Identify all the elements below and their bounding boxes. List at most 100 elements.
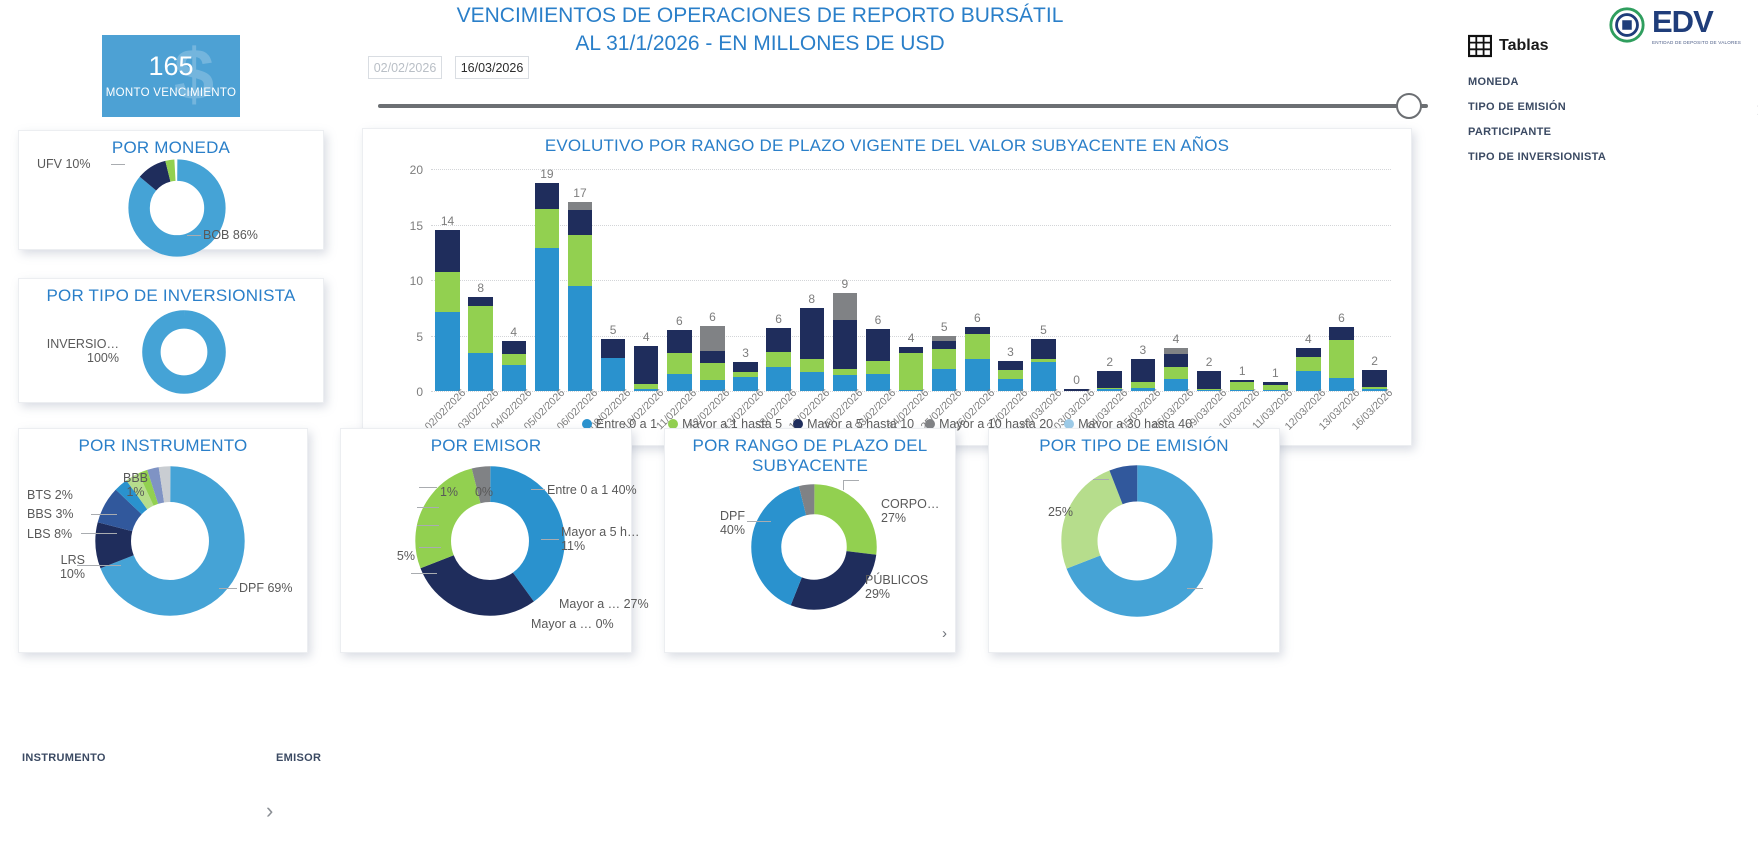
bar-segment[interactable] xyxy=(998,361,1023,370)
moneda-more-icon[interactable]: › xyxy=(1757,96,1758,122)
bar-column[interactable]: 9 20/02/2026 xyxy=(820,169,866,432)
bar-segment[interactable] xyxy=(799,307,824,359)
bar-segment[interactable] xyxy=(567,210,593,235)
bar-column[interactable]: 17 06/02/2026 xyxy=(555,169,601,432)
bar-segment[interactable] xyxy=(600,357,626,391)
bar-segment[interactable] xyxy=(1296,371,1321,391)
bar-segment[interactable] xyxy=(534,208,560,248)
bar-segment[interactable] xyxy=(633,345,659,385)
donut-instrumento-svg[interactable] xyxy=(95,466,245,616)
date-range-slider-knob[interactable] xyxy=(1396,93,1422,119)
bar-segment[interactable] xyxy=(965,326,990,335)
bar-segment[interactable] xyxy=(1263,389,1288,391)
bar-segment[interactable] xyxy=(1163,366,1189,379)
bar-segment[interactable] xyxy=(1329,377,1354,391)
bar-segment[interactable] xyxy=(1329,339,1354,378)
bar-segment[interactable] xyxy=(1229,389,1255,391)
bar-segment[interactable] xyxy=(1163,378,1189,391)
bar-segment[interactable] xyxy=(1196,388,1222,390)
bar-segment[interactable] xyxy=(700,351,725,364)
bar-column[interactable]: 4 24/02/2026 xyxy=(886,169,932,433)
bar-column[interactable]: 2 04/03/2026 xyxy=(1084,169,1130,433)
bar-segment[interactable] xyxy=(865,374,891,391)
bar-column[interactable]: 4 04/02/2026 xyxy=(488,169,534,433)
rango-legend-next-icon[interactable]: › xyxy=(942,625,947,642)
bar-column[interactable]: 4 06/03/2026 xyxy=(1151,169,1197,433)
donut-inversionista-svg[interactable] xyxy=(141,309,227,395)
bar-segment[interactable] xyxy=(534,247,560,391)
bar-segment[interactable] xyxy=(1229,382,1255,390)
bar-column[interactable]: 2 09/03/2026 xyxy=(1184,169,1230,433)
bar-segment[interactable] xyxy=(501,354,527,366)
bar-segment[interactable] xyxy=(766,327,791,353)
bar-segment[interactable] xyxy=(1163,354,1189,367)
bar-column[interactable]: 6 26/02/2026 xyxy=(952,169,998,433)
bar-segment[interactable] xyxy=(1064,388,1089,391)
bar-segment[interactable] xyxy=(1362,388,1387,391)
bar-segment[interactable] xyxy=(633,388,659,391)
bar-column[interactable]: 5 02/03/2026 xyxy=(1018,169,1064,433)
bar-segment[interactable] xyxy=(1362,369,1387,387)
bar-segment[interactable] xyxy=(733,376,758,391)
bar-segment[interactable] xyxy=(435,272,460,313)
bar-column[interactable]: 6 18/02/2026 xyxy=(753,169,799,433)
bar-column[interactable]: 3 05/03/2026 xyxy=(1117,169,1163,433)
donut-slice[interactable] xyxy=(415,466,565,616)
bar-segment[interactable] xyxy=(468,353,493,391)
bar-column[interactable]: 19 05/02/2026 xyxy=(522,167,568,432)
bar-segment[interactable] xyxy=(700,363,725,380)
donut-slice[interactable] xyxy=(415,466,565,616)
bar-segment[interactable] xyxy=(1296,347,1321,357)
bar-segment[interactable] xyxy=(832,319,858,369)
bar-segment[interactable] xyxy=(865,361,891,375)
bar-segment[interactable] xyxy=(898,353,924,390)
bar-segment[interactable] xyxy=(1097,388,1122,391)
bar-segment[interactable] xyxy=(1196,389,1222,391)
bar-segment[interactable] xyxy=(898,389,924,391)
bar-column[interactable]: 5 25/02/2026 xyxy=(919,169,965,433)
bar-segment[interactable] xyxy=(501,341,527,355)
bar-segment[interactable] xyxy=(766,366,791,391)
bar-column[interactable]: 3 27/02/2026 xyxy=(985,169,1031,433)
bar-segment[interactable] xyxy=(1329,326,1354,340)
bar-column[interactable]: 1 11/03/2026 xyxy=(1250,169,1295,432)
bar-segment[interactable] xyxy=(567,285,593,391)
bar-segment[interactable] xyxy=(832,368,858,376)
instrumento-more-icon[interactable]: › xyxy=(266,798,274,823)
bar-segment[interactable] xyxy=(1031,358,1056,363)
bar-segment[interactable] xyxy=(435,312,460,391)
bar-column[interactable]: 1 10/03/2026 xyxy=(1217,169,1263,433)
bar-column[interactable]: 6 11/02/2026 xyxy=(654,169,699,432)
date-from-chip[interactable]: 02/02/2026 xyxy=(368,56,442,79)
donut-moneda-svg[interactable] xyxy=(127,158,227,258)
bar-segment[interactable] xyxy=(1130,382,1156,388)
bar-segment[interactable] xyxy=(501,365,527,391)
bar-segment[interactable] xyxy=(832,293,858,320)
bar-segment[interactable] xyxy=(667,329,692,354)
bar-segment[interactable] xyxy=(667,353,692,375)
bar-column[interactable]: 6 23/02/2026 xyxy=(853,169,899,433)
donut-slice[interactable] xyxy=(415,466,565,616)
bar-segment[interactable] xyxy=(733,362,758,373)
bar-column[interactable]: 14 02/02/2026 xyxy=(422,169,468,433)
bar-column[interactable]: 6 12/02/2026 xyxy=(687,169,733,433)
legend-item[interactable]: Entre 0 a 1 xyxy=(581,417,657,431)
bar-segment[interactable] xyxy=(799,358,824,373)
bar-segment[interactable] xyxy=(1031,338,1056,359)
bar-column[interactable]: 4 12/03/2026 xyxy=(1283,169,1329,433)
bar-segment[interactable] xyxy=(435,230,460,273)
bar-segment[interactable] xyxy=(832,375,858,391)
bar-segment[interactable] xyxy=(965,358,990,391)
bar-segment[interactable] xyxy=(1097,387,1122,389)
donut-tipo-emision-svg[interactable] xyxy=(1061,465,1213,617)
bar-segment[interactable] xyxy=(468,305,493,354)
legend-item[interactable]: Mayor a 10 hasta 20 xyxy=(925,417,1053,431)
bar-segment[interactable] xyxy=(1362,386,1387,389)
bar-column[interactable]: 5 09/02/2026 xyxy=(588,169,634,433)
bar-segment[interactable] xyxy=(1031,362,1056,391)
legend-item[interactable]: Mayor a 30 hasta 40 xyxy=(1064,417,1192,431)
bar-segment[interactable] xyxy=(998,378,1023,391)
bar-column[interactable]: 2 16/03/2026 xyxy=(1349,169,1395,433)
donut-slice[interactable] xyxy=(415,466,565,616)
bar-segment[interactable] xyxy=(1130,387,1156,391)
